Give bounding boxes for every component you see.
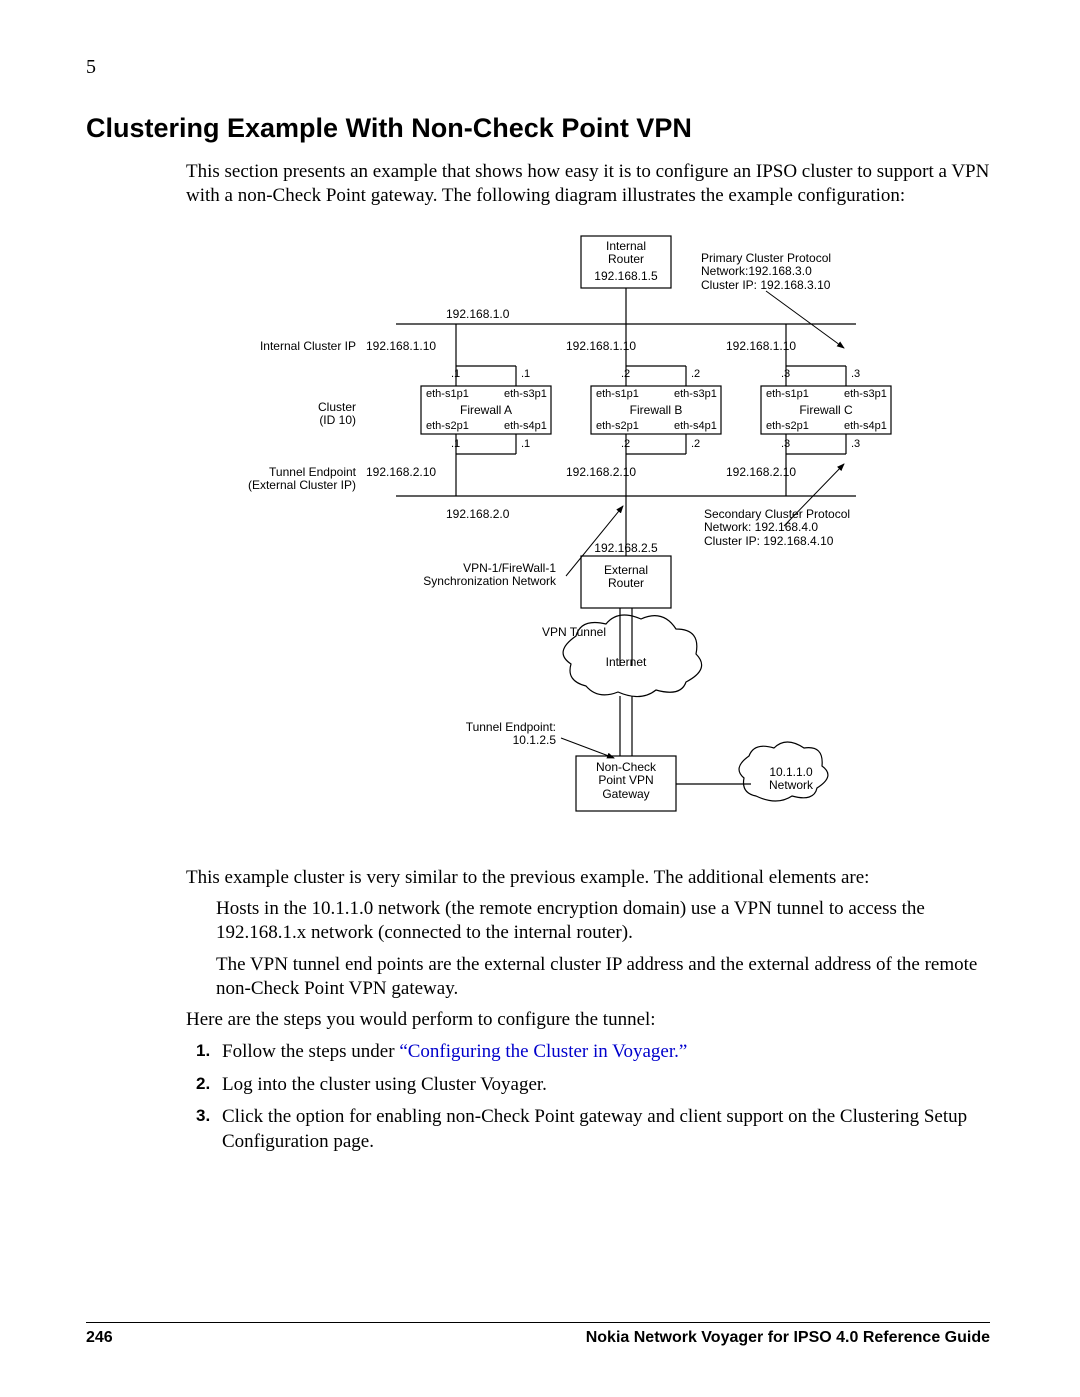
- lbl-ip110c: 192.168.1.10: [726, 340, 796, 354]
- lbl-sync-net: VPN-1/FireWall-1Synchronization Network: [376, 562, 556, 590]
- lbl-remote-net: 10.1.1.0Network: [756, 766, 826, 794]
- bullet-2: The VPN tunnel end points are the extern…: [216, 953, 990, 1001]
- lbl-fwC: Firewall C: [761, 404, 891, 418]
- network-diagram: InternalRouter 192.168.1.5 Primary Clust…: [226, 226, 926, 856]
- lbl-secondary-proto: Secondary Cluster ProtocolNetwork: 192.1…: [704, 508, 850, 549]
- step-2: 2.Log into the cluster using Cluster Voy…: [196, 1073, 990, 1098]
- config-link[interactable]: “Configuring the Cluster in Voyager.”: [399, 1041, 687, 1062]
- doc-title: Nokia Network Voyager for IPSO 4.0 Refer…: [586, 1329, 990, 1347]
- lbl-fwA: Firewall A: [421, 404, 551, 418]
- after-diagram-text: This example cluster is very similar to …: [186, 866, 990, 890]
- lbl-noncp: Non-CheckPoint VPNGateway: [576, 761, 676, 802]
- lbl-fwB: Firewall B: [591, 404, 721, 418]
- lbl-tunnel-ep2: Tunnel Endpoint:10.1.2.5: [426, 721, 556, 749]
- steps-intro: Here are the steps you would perform to …: [186, 1008, 990, 1032]
- page-number: 246: [86, 1329, 113, 1347]
- lbl-ext-router: ExternalRouter: [581, 564, 671, 592]
- lbl-internal-cluster-ip: Internal Cluster IP: [236, 340, 356, 354]
- page-title: Clustering Example With Non-Check Point …: [86, 113, 990, 144]
- bullet-1: Hosts in the 10.1.1.0 network (the remot…: [216, 897, 990, 945]
- lbl-net-bottom: 192.168.2.0: [446, 508, 509, 522]
- lbl-tunnel-ep: Tunnel Endpoint(External Cluster IP): [226, 466, 356, 494]
- intro-paragraph: This section presents an example that sh…: [186, 160, 990, 208]
- lbl-net-top: 192.168.1.0: [446, 308, 509, 322]
- chapter-number: 5: [86, 56, 990, 79]
- lbl-ip110b: 192.168.1.10: [566, 340, 636, 354]
- lbl-internal-router: InternalRouter: [587, 240, 665, 268]
- lbl-cluster: Cluster(ID 10): [281, 401, 356, 429]
- lbl-primary-proto: Primary Cluster ProtocolNetwork:192.168.…: [701, 252, 831, 293]
- lbl-ip110a: 192.168.1.10: [366, 340, 436, 354]
- lbl-internet: Internet: [596, 656, 656, 670]
- page-footer: 246 Nokia Network Voyager for IPSO 4.0 R…: [86, 1322, 990, 1347]
- lbl-vpn-tunnel: VPN Tunnel: [496, 626, 606, 640]
- lbl-ext-router-ip: 192.168.2.5: [581, 542, 671, 556]
- step-3: 3.Click the option for enabling non-Chec…: [196, 1105, 990, 1154]
- lbl-internal-router-ip: 192.168.1.5: [587, 270, 665, 284]
- step-1: 1.Follow the steps under “Configuring th…: [196, 1040, 990, 1065]
